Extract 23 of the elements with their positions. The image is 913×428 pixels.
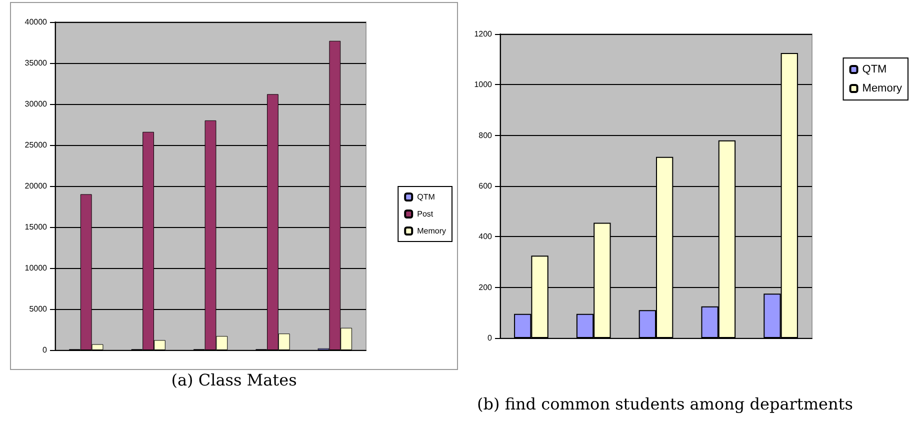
y-tick-label: 20000 bbox=[24, 182, 48, 190]
y-tick-label: 35000 bbox=[24, 58, 48, 68]
y-tick-label: 400 bbox=[478, 232, 493, 242]
y-tick-label: 1200 bbox=[474, 30, 493, 38]
y-tick-label: 40000 bbox=[24, 18, 48, 26]
y-tick-label: 30000 bbox=[24, 100, 48, 108]
y-tick-label: 1000 bbox=[474, 80, 493, 90]
y-tick-label: 5000 bbox=[29, 304, 48, 314]
y-tick-label: 25000 bbox=[24, 140, 48, 150]
y-tick-label: 0 bbox=[42, 346, 48, 354]
text: (b) find common students among departments bbox=[477, 394, 853, 414]
y-tick-label: 600 bbox=[478, 182, 493, 190]
legend-label: QTM bbox=[417, 192, 436, 202]
y-tick-label: 0 bbox=[488, 334, 493, 342]
legend-label: Memory bbox=[417, 226, 446, 236]
y-tick-label: 15000 bbox=[24, 222, 48, 232]
legend-label: Post bbox=[417, 210, 434, 218]
y-tick-label: 800 bbox=[478, 130, 493, 140]
legend-label: Memory bbox=[862, 82, 902, 94]
text: (a) Class Mates bbox=[171, 370, 297, 390]
legend-label: QTM bbox=[862, 64, 887, 76]
y-tick-label: 200 bbox=[478, 282, 493, 292]
y-tick-label: 10000 bbox=[24, 264, 48, 272]
